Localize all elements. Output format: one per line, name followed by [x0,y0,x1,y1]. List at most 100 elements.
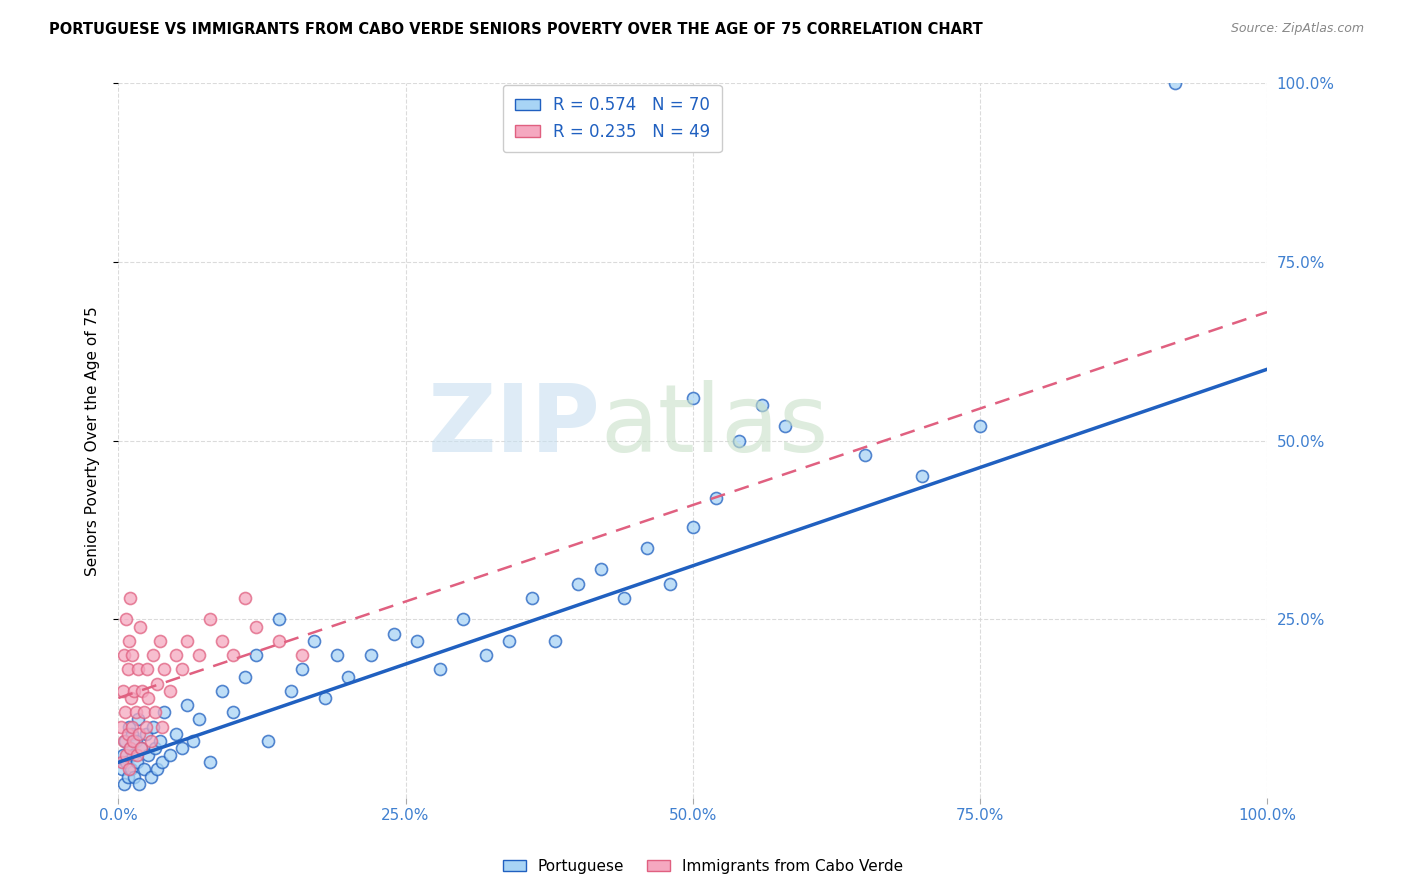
Point [200,756,222,770]
Point [118,633,141,648]
Point [112,777,135,791]
Point [704,491,727,505]
Point [337,669,360,683]
Point [142,648,165,662]
Point [222,648,245,662]
Point [124,770,146,784]
Point [429,662,451,676]
Point [129,619,152,633]
Point [269,633,291,648]
Point [112,648,135,662]
Point [143,706,166,720]
Point [176,633,198,648]
Point [117,662,139,676]
Point [498,633,520,648]
Point [136,662,159,676]
Point [406,633,429,648]
Point [124,734,146,748]
Point [143,741,166,756]
Point [111,763,134,777]
Point [233,591,256,605]
Point [146,677,169,691]
Text: atlas: atlas [600,381,830,473]
Point [682,391,704,405]
Point [114,734,136,748]
Point [159,748,181,763]
Point [118,720,141,734]
Point [124,684,146,698]
Point [382,626,405,640]
Point [291,648,314,662]
Point [1164,77,1187,91]
Point [121,648,143,662]
Point [280,684,302,698]
Point [302,633,325,648]
Point [150,720,173,734]
Point [120,691,142,706]
Legend: R = 0.574   N = 70, R = 0.235   N = 49: R = 0.574 N = 70, R = 0.235 N = 49 [503,85,721,153]
Point [233,669,256,683]
Point [544,633,567,648]
Point [222,706,245,720]
Point [118,741,141,756]
Point [117,770,139,784]
Point [245,648,267,662]
Point [128,727,150,741]
Point [153,662,176,676]
Point [170,741,193,756]
Text: ZIP: ZIP [427,381,600,473]
Point [589,562,612,576]
Point [176,698,198,713]
Point [120,763,142,777]
Point [127,662,149,676]
Point [520,591,543,605]
Point [751,398,773,412]
Point [159,684,181,698]
Point [187,713,209,727]
Point [613,591,636,605]
Point [727,434,749,448]
Point [115,612,138,626]
Point [969,419,991,434]
Point [475,648,498,662]
Point [124,706,146,720]
Point [245,619,267,633]
Point [110,720,132,734]
Point [111,748,134,763]
Point [131,684,153,698]
Point [153,706,176,720]
Point [325,648,347,662]
Point [658,576,681,591]
Point [118,591,141,605]
Point [269,612,291,626]
Point [114,706,136,720]
Point [139,770,162,784]
Point [911,469,934,483]
Point [360,648,382,662]
Point [122,734,145,748]
Point [682,519,704,533]
Point [125,756,148,770]
Point [256,734,278,748]
Text: Source: ZipAtlas.com: Source: ZipAtlas.com [1230,22,1364,36]
Point [135,720,157,734]
Point [131,741,153,756]
Point [187,648,209,662]
Point [146,763,169,777]
Point [136,691,159,706]
Point [136,748,159,763]
Point [451,612,474,626]
Point [314,691,336,706]
Point [165,648,187,662]
Point [150,756,173,770]
Point [118,763,141,777]
Point [118,741,141,756]
Point [127,713,149,727]
Point [112,734,135,748]
Y-axis label: Seniors Poverty Over the Age of 75: Seniors Poverty Over the Age of 75 [86,306,100,575]
Point [135,727,157,741]
Point [117,727,139,741]
Point [773,419,796,434]
Point [636,541,658,555]
Point [125,748,148,763]
